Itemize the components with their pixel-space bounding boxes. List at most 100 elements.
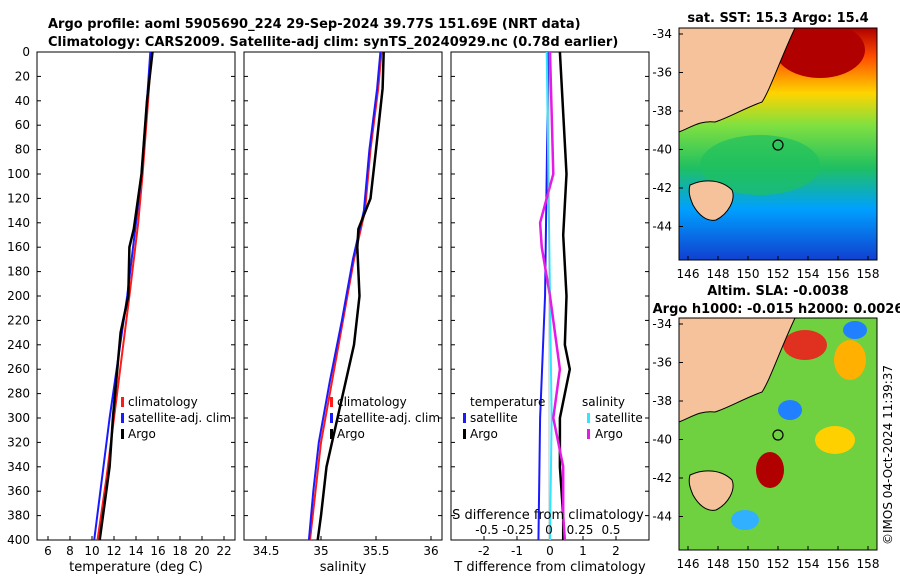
difference-series: -2 -1 0 1 2-0.5 -0.25 0 0.25 0.5 [475,51,621,558]
legend-climatology: climatology [337,395,407,409]
temperature-panel [36,51,236,541]
legend-s-satellite: satellite [595,411,643,425]
legend-satellite: satellite-adj. clim [337,411,440,425]
depth-tick-label: 380 [7,509,30,523]
sla-map [679,318,877,550]
depth-tick-label: 120 [7,191,30,205]
depth-tick-label: 80 [15,143,30,157]
legend-argo: Argo [128,427,156,441]
legend-satellite: satellite-adj. clim [128,411,231,425]
sst-warm-core [775,28,865,78]
depth-tick-label: 160 [7,240,30,254]
salinity-xlabel: salinity [320,560,367,575]
difference-legend: temperature satellite Argo salinity sate… [463,395,643,441]
legend-argo: Argo [337,427,365,441]
map-x-tick-label: 158 [857,557,880,571]
legend-t-argo: Argo [470,427,498,441]
map-y-tick-label: -36 [652,66,672,80]
series-t-argo [558,51,572,540]
map-x-tick-label: 156 [827,557,850,571]
map-y-tick-label: -42 [652,471,672,485]
legend-salinity: salinity [582,395,625,409]
x-tick-label: 12 [106,544,121,558]
legend-swatch-argo [121,429,124,439]
map-y-tick-label: -36 [652,356,672,370]
map-x-tick-label: 154 [797,557,820,571]
sla-high-3 [756,452,784,488]
sla-map-ticks: 146 148 150 152 154 156 158 -34 -36 -38 -40 -42 -44 [652,317,879,571]
depth-tick-label: 340 [7,460,30,474]
depth-tick-label: 60 [15,118,30,132]
title-line-1: Argo profile: aoml 5905690_224 29-Sep-20… [48,17,581,32]
depth-tick-label: 100 [7,167,30,181]
x-tick-label: 16 [150,544,165,558]
legend-swatch-satellite [330,413,333,423]
map-x-tick-label: 150 [737,267,760,281]
argo-location-marker [772,429,784,441]
series-argo [316,51,385,541]
legend-t-satellite: satellite [470,411,518,425]
series-climatology [309,51,383,541]
map-y-tick-label: -38 [652,394,672,408]
map-y-tick-label: -34 [652,27,672,41]
sst-map [679,28,877,260]
salinity-panel [243,51,443,541]
map-x-tick-label: 150 [737,557,760,571]
depth-tick-label: 320 [7,435,30,449]
map-x-tick-label: 152 [767,267,790,281]
secondary-x-tick-label: -0.25 [502,523,533,537]
sst-map-ticks: 146 148 150 152 154 156 158 -34 -36 -38 -40 -42 -44 [652,27,879,281]
sla-low-3 [731,510,759,530]
depth-tick-label: 200 [7,289,30,303]
sst-mid-band [700,135,820,195]
map-y-tick-label: -40 [652,433,672,447]
depth-ticks: 0 20 40 60 80 100 120 140 160 180 200 220 240 260 280 3… [7,45,649,547]
temperature-series: 6 8 10 12 14 16 18 20 22 [44,51,232,558]
sla-map-title-2: Argo h1000: -0.015 h2000: 0.0026 [653,302,900,317]
temperature-xlabel: temperature (deg C) [69,560,203,575]
x-tick-label: 22 [216,544,231,558]
legend-swatch-t-satellite [463,413,466,423]
legend-swatch-s-argo [587,429,590,439]
secondary-x-tick-label: 0.5 [601,523,620,537]
mainland [679,28,796,133]
sla-high-4 [815,426,855,454]
sla-map-title-1: Altim. SLA: -0.0038 [707,284,848,299]
legend-s-argo: Argo [595,427,623,441]
tasmania [688,180,734,221]
legend-climatology: climatology [128,395,198,409]
imos-watermark: ©IMOS 04-Oct-2024 11:39:37 [881,365,895,545]
mainland [679,318,796,423]
secondary-x-tick-label: 0.25 [567,523,594,537]
depth-tick-label: 20 [15,69,30,83]
sla-high-2 [834,340,866,380]
sla-low-2 [843,321,867,339]
map-y-tick-label: -40 [652,143,672,157]
x-tick-label: 34.5 [253,544,280,558]
difference-xlabel: T difference from climatology [453,560,646,575]
x-tick-label: 10 [84,544,99,558]
sla-high-1 [783,330,827,360]
secondary-x-tick-label: -0.5 [475,523,498,537]
x-tick-label: 18 [172,544,187,558]
temperature-legend: climatology satellite-adj. clim Argo [121,395,231,441]
depth-tick-label: 0 [22,45,30,59]
map-x-tick-label: 146 [677,267,700,281]
x-tick-label: 6 [44,544,52,558]
x-tick-label: 2 [612,544,620,558]
sla-low-1 [778,400,802,420]
sst-map-title: sat. SST: 15.3 Argo: 15.4 [687,11,868,26]
series-satellite-adj-clim [93,51,152,541]
series-argo [98,51,154,541]
legend-swatch-climatology [121,397,124,407]
x-tick-label: 14 [128,544,143,558]
depth-tick-label: 260 [7,362,30,376]
map-y-tick-label: -42 [652,181,672,195]
x-tick-label: 35.5 [363,544,390,558]
depth-tick-label: 400 [7,533,30,547]
x-tick-label: -2 [478,544,490,558]
salinity-legend: climatology satellite-adj. clim Argo [330,395,440,441]
x-tick-label: 0 [546,544,554,558]
x-tick-label: 1 [579,544,587,558]
map-y-tick-label: -34 [652,317,672,331]
